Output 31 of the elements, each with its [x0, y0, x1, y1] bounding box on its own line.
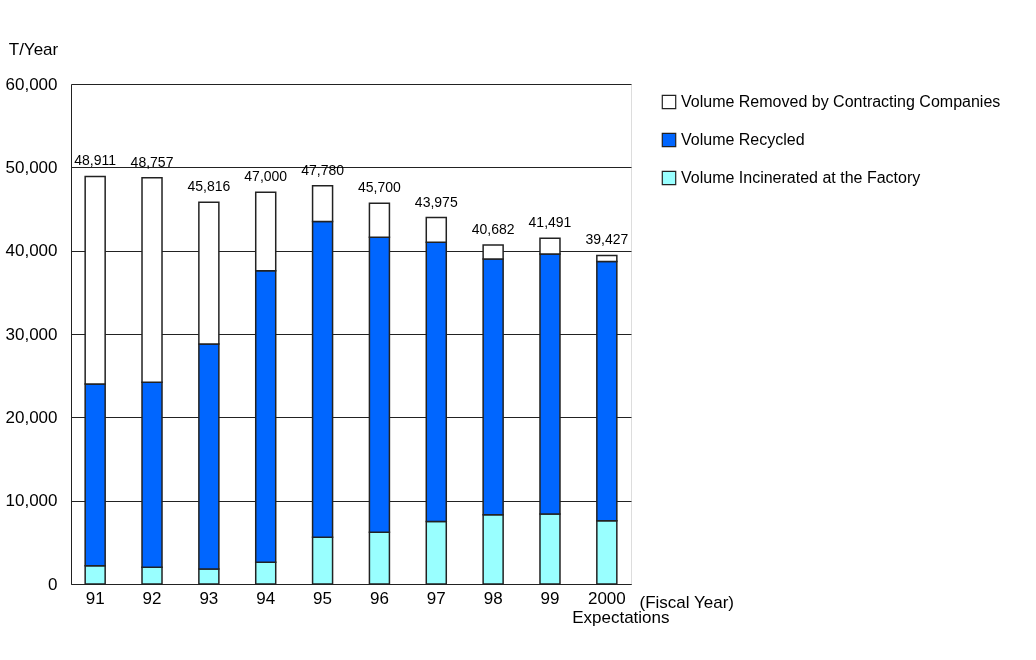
x-tick-label: 96 — [369, 588, 389, 608]
y-tick-label: 50,000 — [5, 157, 58, 177]
y-tick-label: 60,000 — [5, 74, 58, 94]
y-tick-label: 0 — [48, 574, 58, 594]
y-axis-title: T/Year — [8, 39, 59, 59]
total-label: 39,427 — [585, 231, 629, 248]
legend-label: Volume Incinerated at the Factory — [681, 169, 921, 186]
x-tick-label: 91 — [85, 588, 105, 608]
total-label: 41,491 — [528, 214, 572, 231]
y-tick-label: 20,000 — [5, 407, 58, 427]
total-label: 48,757 — [130, 153, 174, 170]
y-tick-label: 30,000 — [5, 324, 58, 344]
legend-label: Volume Removed by Contracting Companies — [681, 93, 1001, 110]
x-tick-label: 2000 — [587, 588, 626, 608]
x-axis-title: (Fiscal Year) — [639, 592, 734, 612]
x-tick-label: 95 — [313, 588, 333, 608]
total-label: 43,975 — [414, 193, 458, 210]
legend-label: Volume Recycled — [681, 131, 805, 148]
x-tick-label: 99 — [540, 588, 560, 608]
total-label: 47,000 — [244, 168, 288, 185]
x-tick-label: 93 — [199, 588, 219, 608]
x-tick-label: 94 — [256, 588, 276, 608]
total-label: 40,682 — [471, 220, 515, 237]
x-tick-label: 97 — [426, 588, 446, 608]
total-label: 45,816 — [187, 178, 231, 195]
y-tick-label: 10,000 — [5, 491, 58, 511]
y-tick-label: 40,000 — [5, 241, 58, 261]
total-label: 45,700 — [358, 179, 402, 196]
x-tick-label: 98 — [483, 588, 503, 608]
total-label: 48,911 — [74, 152, 117, 169]
x-tick-label: 92 — [142, 588, 162, 608]
